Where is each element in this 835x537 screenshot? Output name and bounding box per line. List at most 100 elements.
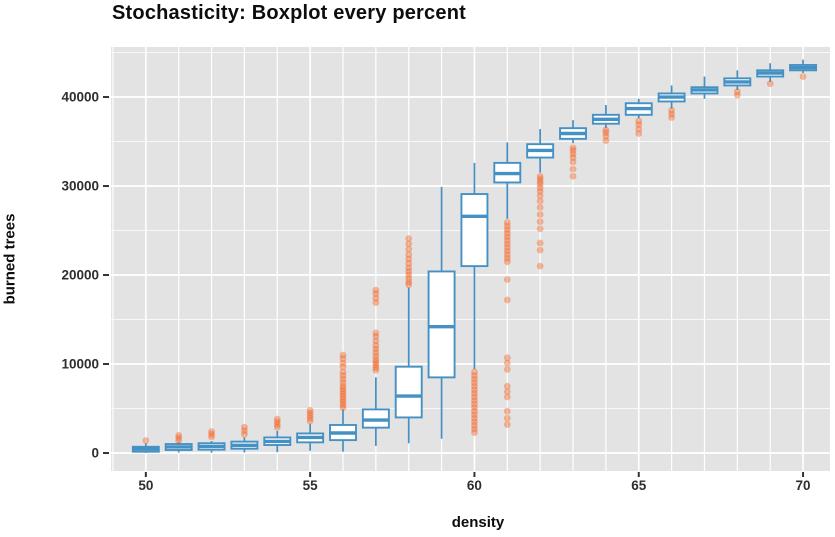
y-tick-label: 0 [91,446,99,461]
outlier-point-d66 [668,114,676,121]
outlier-point-d60 [471,414,478,422]
x-tick-label: 55 [303,478,319,493]
outlier-point-d53 [241,430,248,438]
outlier-point-d60 [471,386,478,394]
outlier-point-d62 [536,184,544,192]
outlier-point-d56 [339,404,347,412]
outlier-point-d62 [536,175,544,183]
outlier-point-d62 [536,178,544,185]
outlier-point-d56 [339,351,347,359]
outlier-point-d57 [372,299,380,307]
outlier-point-d65 [635,130,643,137]
outlier-point-d60 [471,411,478,419]
outlier-point-d56 [339,398,347,406]
outlier-point-d63 [569,147,577,154]
outlier-point-d53 [241,427,248,435]
outlier-point-d60 [471,379,478,387]
y-tick-label: 40000 [61,90,99,105]
outlier-point-d60 [471,375,478,383]
outlier-point-d61 [503,296,511,304]
outlier-point-d58 [405,255,413,263]
outlier-point-d58 [405,281,413,289]
outlier-point-d64 [602,126,610,134]
outlier-point-d56 [339,379,347,387]
outlier-point-d64 [602,129,610,137]
box-d60 [460,193,489,268]
outlier-point-d57 [372,337,380,345]
outlier-point-d55 [306,417,314,425]
outlier-point-d57 [372,333,380,340]
outlier-point-d55 [306,406,314,414]
outlier-point-d58 [405,264,413,272]
outlier-point-d61 [503,354,511,362]
outlier-point-d56 [339,363,347,371]
outlier-point-d61 [503,258,511,266]
outlier-point-d57 [372,352,380,360]
outlier-point-d60 [471,397,478,404]
outlier-point-d60 [471,368,478,376]
outlier-point-d62 [536,211,544,218]
outlier-point-d62 [536,172,544,180]
y-tick-label: 30000 [61,179,99,194]
outlier-point-d51 [175,434,183,442]
y-tick-label: 20000 [61,268,99,283]
outlier-point-d61 [503,365,511,373]
outlier-point-d61 [503,222,511,230]
outlier-point-d61 [503,244,511,251]
outlier-point-d60 [471,382,478,390]
outlier-point-d58 [405,271,413,279]
outlier-point-d60 [471,407,478,415]
outlier-point-d69 [766,80,774,88]
outlier-point-d52 [208,428,215,436]
outlier-point-d54 [273,418,281,426]
outlier-point-d56 [339,388,347,396]
outlier-point-d55 [306,412,314,420]
outlier-point-d65 [635,125,643,133]
outlier-point-d61 [503,226,511,234]
outlier-point-d57 [372,358,380,366]
chart-title: Stochasticity: Boxplot every percent [112,2,466,24]
outlier-point-d61 [503,219,511,226]
outlier-point-d55 [306,414,314,422]
outlier-point-d60 [471,418,478,426]
outlier-point-d61 [503,414,511,422]
outlier-point-d54 [273,415,281,423]
outlier-point-d51 [175,431,183,439]
outlier-point-d60 [471,425,478,433]
outlier-point-d60 [471,393,478,401]
outlier-point-d65 [635,121,643,129]
y-tick-label: 10000 [61,357,99,372]
outlier-point-d53 [241,423,248,431]
outlier-point-d70 [799,73,807,80]
outlier-point-d57 [372,294,380,302]
x-tick-label: 50 [138,478,153,493]
outlier-point-d55 [306,409,314,417]
outlier-point-d57 [372,341,380,349]
x-axis-label: density [451,514,505,531]
outlier-point-d58 [405,268,413,275]
outlier-point-d62 [536,246,544,254]
outlier-point-d57 [372,364,380,371]
outlier-point-d61 [503,407,511,415]
outlier-point-d62 [536,225,544,233]
outlier-point-d62 [536,187,544,195]
outlier-point-d60 [471,400,478,408]
outlier-point-d63 [569,172,577,180]
outlier-point-d63 [569,158,577,166]
outlier-point-d68 [733,88,741,96]
outlier-point-d57 [372,345,380,353]
outlier-point-d61 [503,393,511,401]
outlier-point-d57 [372,286,380,294]
x-tick-label: 65 [631,478,647,493]
outlier-point-d57 [372,329,380,337]
box-d58 [394,365,423,419]
outlier-point-d57 [372,290,380,298]
outlier-point-d58 [405,278,413,286]
outlier-point-d64 [602,132,610,140]
outlier-point-d54 [273,423,281,431]
outlier-point-d52 [208,430,215,438]
outlier-point-d58 [405,275,413,282]
outlier-point-d61 [503,236,511,244]
outlier-point-d61 [503,233,511,241]
outlier-point-d54 [273,421,281,428]
